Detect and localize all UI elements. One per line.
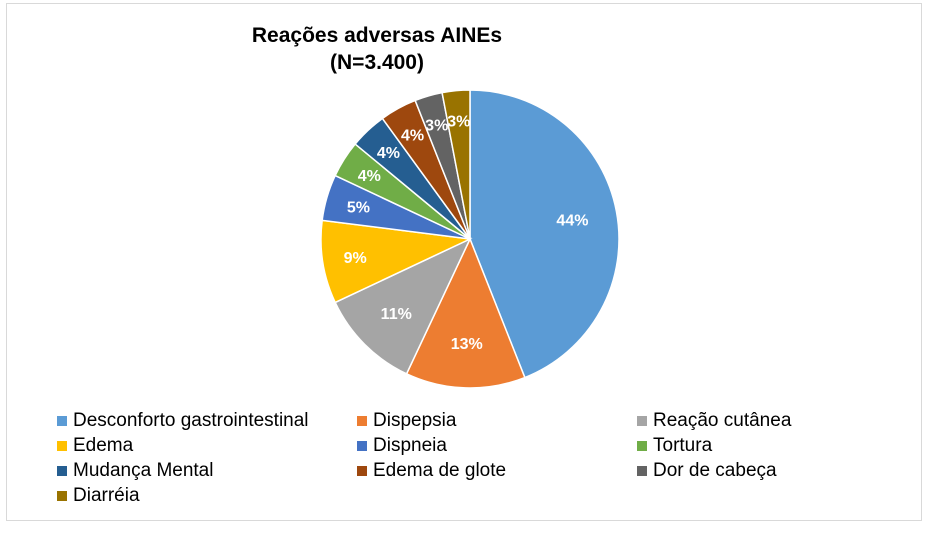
legend-item: Edema de glote [357,459,506,483]
data-label-1: 44% [556,212,588,229]
legend-swatch [57,416,67,426]
legend-item: Desconforto gastrointestinal [57,409,309,433]
chart-subtitle-text: (N=3.400) [330,51,424,74]
legend-item: Mudança Mental [57,459,213,483]
legend-swatch [637,441,647,451]
legend-item: Dispepsia [357,409,456,433]
legend-label: Desconforto gastrointestinal [73,410,309,431]
legend-label: Reação cutânea [653,410,792,431]
pie-slice-1 [469,89,620,379]
legend-label: Edema [73,435,134,456]
data-label-9: 3% [425,118,448,135]
pie-slice-2 [405,237,526,389]
legend-label: Diarréia [73,485,140,506]
data-label-3: 11% [381,306,412,323]
legend-label: Dor de cabeça [653,460,777,481]
data-label-8: 4% [401,128,424,145]
legend-swatch [57,441,67,451]
legend-item: Dor de cabeça [637,459,777,483]
legend-label: Edema de glote [373,460,507,481]
legend-label: Tortura [653,435,713,456]
pie-slice-10 [441,89,471,240]
pie-slice-4 [320,219,473,304]
legend-item: Reação cutânea [637,409,791,433]
pie-slice-3 [334,237,472,375]
data-label-4: 9% [344,250,367,267]
data-label-6: 4% [358,168,381,185]
legend-swatch [357,441,367,451]
pie-chart: 44%13%11%9%5%4%4%4%3%3% [320,89,620,389]
data-label-5: 5% [347,200,370,217]
legend-swatch [357,466,367,476]
data-label-10: 3% [447,113,470,130]
legend-swatch [637,416,647,426]
legend-swatch [637,466,647,476]
data-label-2: 13% [451,336,483,353]
legend-item: Dispneia [357,434,447,458]
data-label-7: 4% [377,145,400,162]
legend-item: Tortura [637,434,712,458]
legend-swatch [57,491,67,501]
legend-swatch [357,416,367,426]
legend-label: Dispneia [373,435,447,456]
legend-item: Edema [57,434,133,458]
legend-label: Mudança Mental [73,460,214,481]
legend-item: Diarréia [57,484,140,508]
legend-swatch [57,466,67,476]
chart-area: Reações adversas AINEs (N=3.400) 44% 13% 1… [6,3,922,521]
chart-title-text: Reações adversas AINEs [251,24,503,47]
chart-title: Reações adversas AINEs (N=3.400) [7,24,921,84]
legend-label: Dispepsia [373,410,457,431]
